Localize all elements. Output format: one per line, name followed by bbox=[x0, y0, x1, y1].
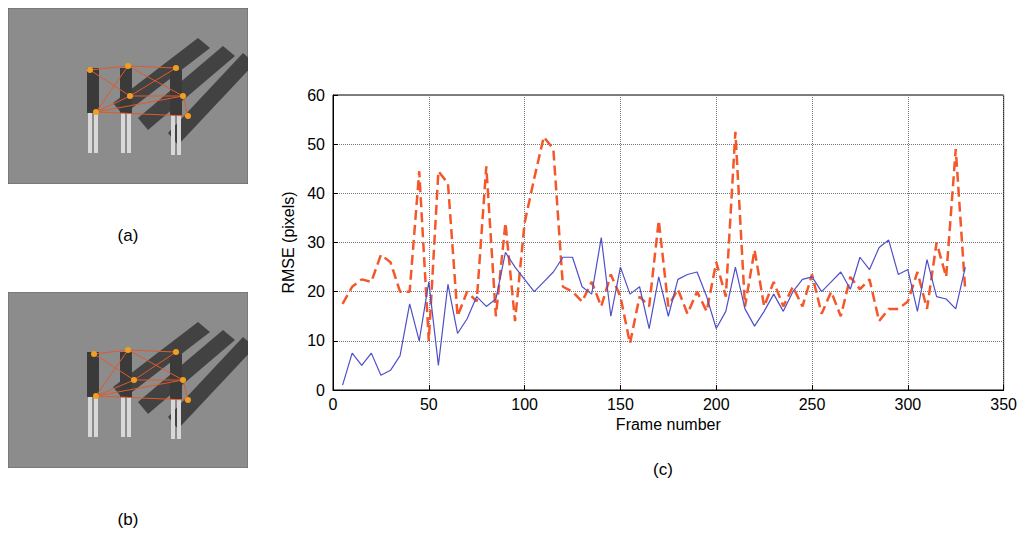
svg-text:0: 0 bbox=[329, 396, 338, 413]
svg-text:300: 300 bbox=[894, 396, 921, 413]
html-text:(c): (c) bbox=[653, 460, 673, 479]
svg-text:Frame number: Frame number bbox=[616, 416, 722, 433]
html-text:(a): (a) bbox=[117, 226, 139, 245]
svg-text:0: 0 bbox=[316, 382, 325, 399]
html-text:(b): (b) bbox=[117, 510, 139, 529]
svg-text:RMSE (pixels): RMSE (pixels) bbox=[280, 191, 297, 293]
svg-text:10: 10 bbox=[307, 332, 325, 349]
svg-text:350: 350 bbox=[990, 396, 1017, 413]
svg-text:200: 200 bbox=[703, 396, 730, 413]
svg-text:60: 60 bbox=[307, 87, 325, 104]
svg-text:100: 100 bbox=[511, 396, 538, 413]
svg-text:150: 150 bbox=[607, 396, 634, 413]
svg-text:40: 40 bbox=[307, 185, 325, 202]
svg-text:250: 250 bbox=[799, 396, 826, 413]
svg-text:50: 50 bbox=[420, 396, 438, 413]
svg-text:50: 50 bbox=[307, 136, 325, 153]
svg-text:20: 20 bbox=[307, 283, 325, 300]
svg-text:30: 30 bbox=[307, 234, 325, 251]
